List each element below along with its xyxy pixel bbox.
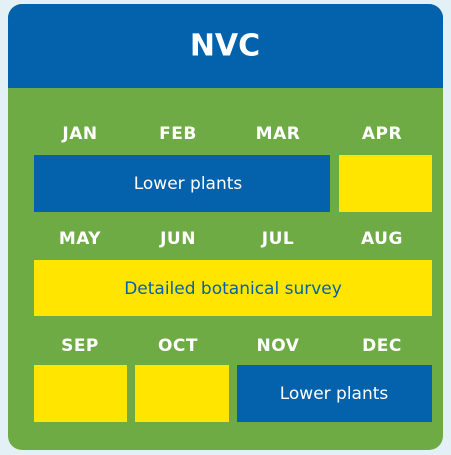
month: AUG xyxy=(361,229,403,249)
title: NVC xyxy=(190,29,260,64)
month: MAR xyxy=(256,124,301,144)
bar xyxy=(34,155,330,212)
month: SEP xyxy=(61,336,99,356)
month: DEC xyxy=(362,336,402,356)
bar xyxy=(34,365,127,422)
row-1: JAN FEB MAR APR Lower plants xyxy=(34,124,432,212)
row-2: MAY JUN JUL AUG Detailed botanical surve… xyxy=(34,229,432,316)
month: FEB xyxy=(159,124,197,144)
month: APR xyxy=(362,124,402,144)
header xyxy=(8,4,443,88)
bar xyxy=(339,155,432,212)
card xyxy=(8,4,443,450)
bar xyxy=(237,365,432,422)
bar xyxy=(135,365,229,422)
month: OCT xyxy=(158,336,198,356)
bar-label: Lower plants xyxy=(134,174,243,194)
month: NOV xyxy=(257,336,300,356)
row-3: SEP OCT NOV DEC Lower plants xyxy=(34,336,432,422)
bar-label: Detailed botanical survey xyxy=(124,279,342,299)
bar xyxy=(34,260,432,316)
month: MAY xyxy=(59,229,101,249)
month: JUL xyxy=(261,229,294,249)
month: JUN xyxy=(159,229,196,249)
month: JAN xyxy=(61,124,97,144)
bar-label: Lower plants xyxy=(280,384,389,404)
